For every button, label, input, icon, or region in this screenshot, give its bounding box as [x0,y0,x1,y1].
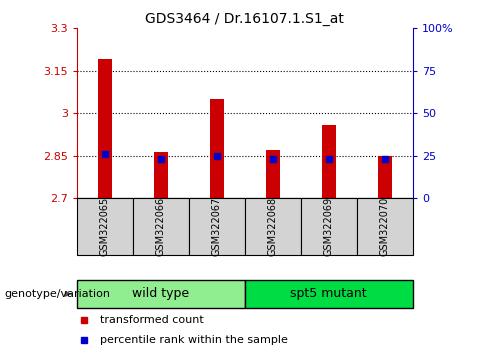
Text: percentile rank within the sample: percentile rank within the sample [100,335,288,345]
Bar [322,125,336,198]
Title: GDS3464 / Dr.16107.1.S1_at: GDS3464 / Dr.16107.1.S1_at [145,12,344,26]
Text: transformed count: transformed count [100,315,204,325]
Bar [133,198,189,255]
Bar [98,59,112,198]
Text: GSM322069: GSM322069 [324,197,334,256]
Bar [189,198,245,255]
Bar [77,198,133,255]
FancyArrowPatch shape [66,292,71,296]
Bar [154,152,168,198]
Text: GSM322065: GSM322065 [100,197,110,256]
Bar [301,198,357,255]
Text: wild type: wild type [132,287,190,300]
Text: genotype/variation: genotype/variation [5,289,111,299]
Bar [378,156,392,198]
Text: GSM322068: GSM322068 [268,197,278,256]
Bar [245,280,413,308]
Bar [266,149,280,198]
Text: GSM322070: GSM322070 [380,197,390,256]
Bar [357,198,413,255]
Bar [77,280,245,308]
Text: GSM322066: GSM322066 [156,197,166,256]
Bar [245,198,301,255]
Text: GSM322067: GSM322067 [212,197,222,256]
Bar [210,99,224,198]
Text: spt5 mutant: spt5 mutant [290,287,367,300]
